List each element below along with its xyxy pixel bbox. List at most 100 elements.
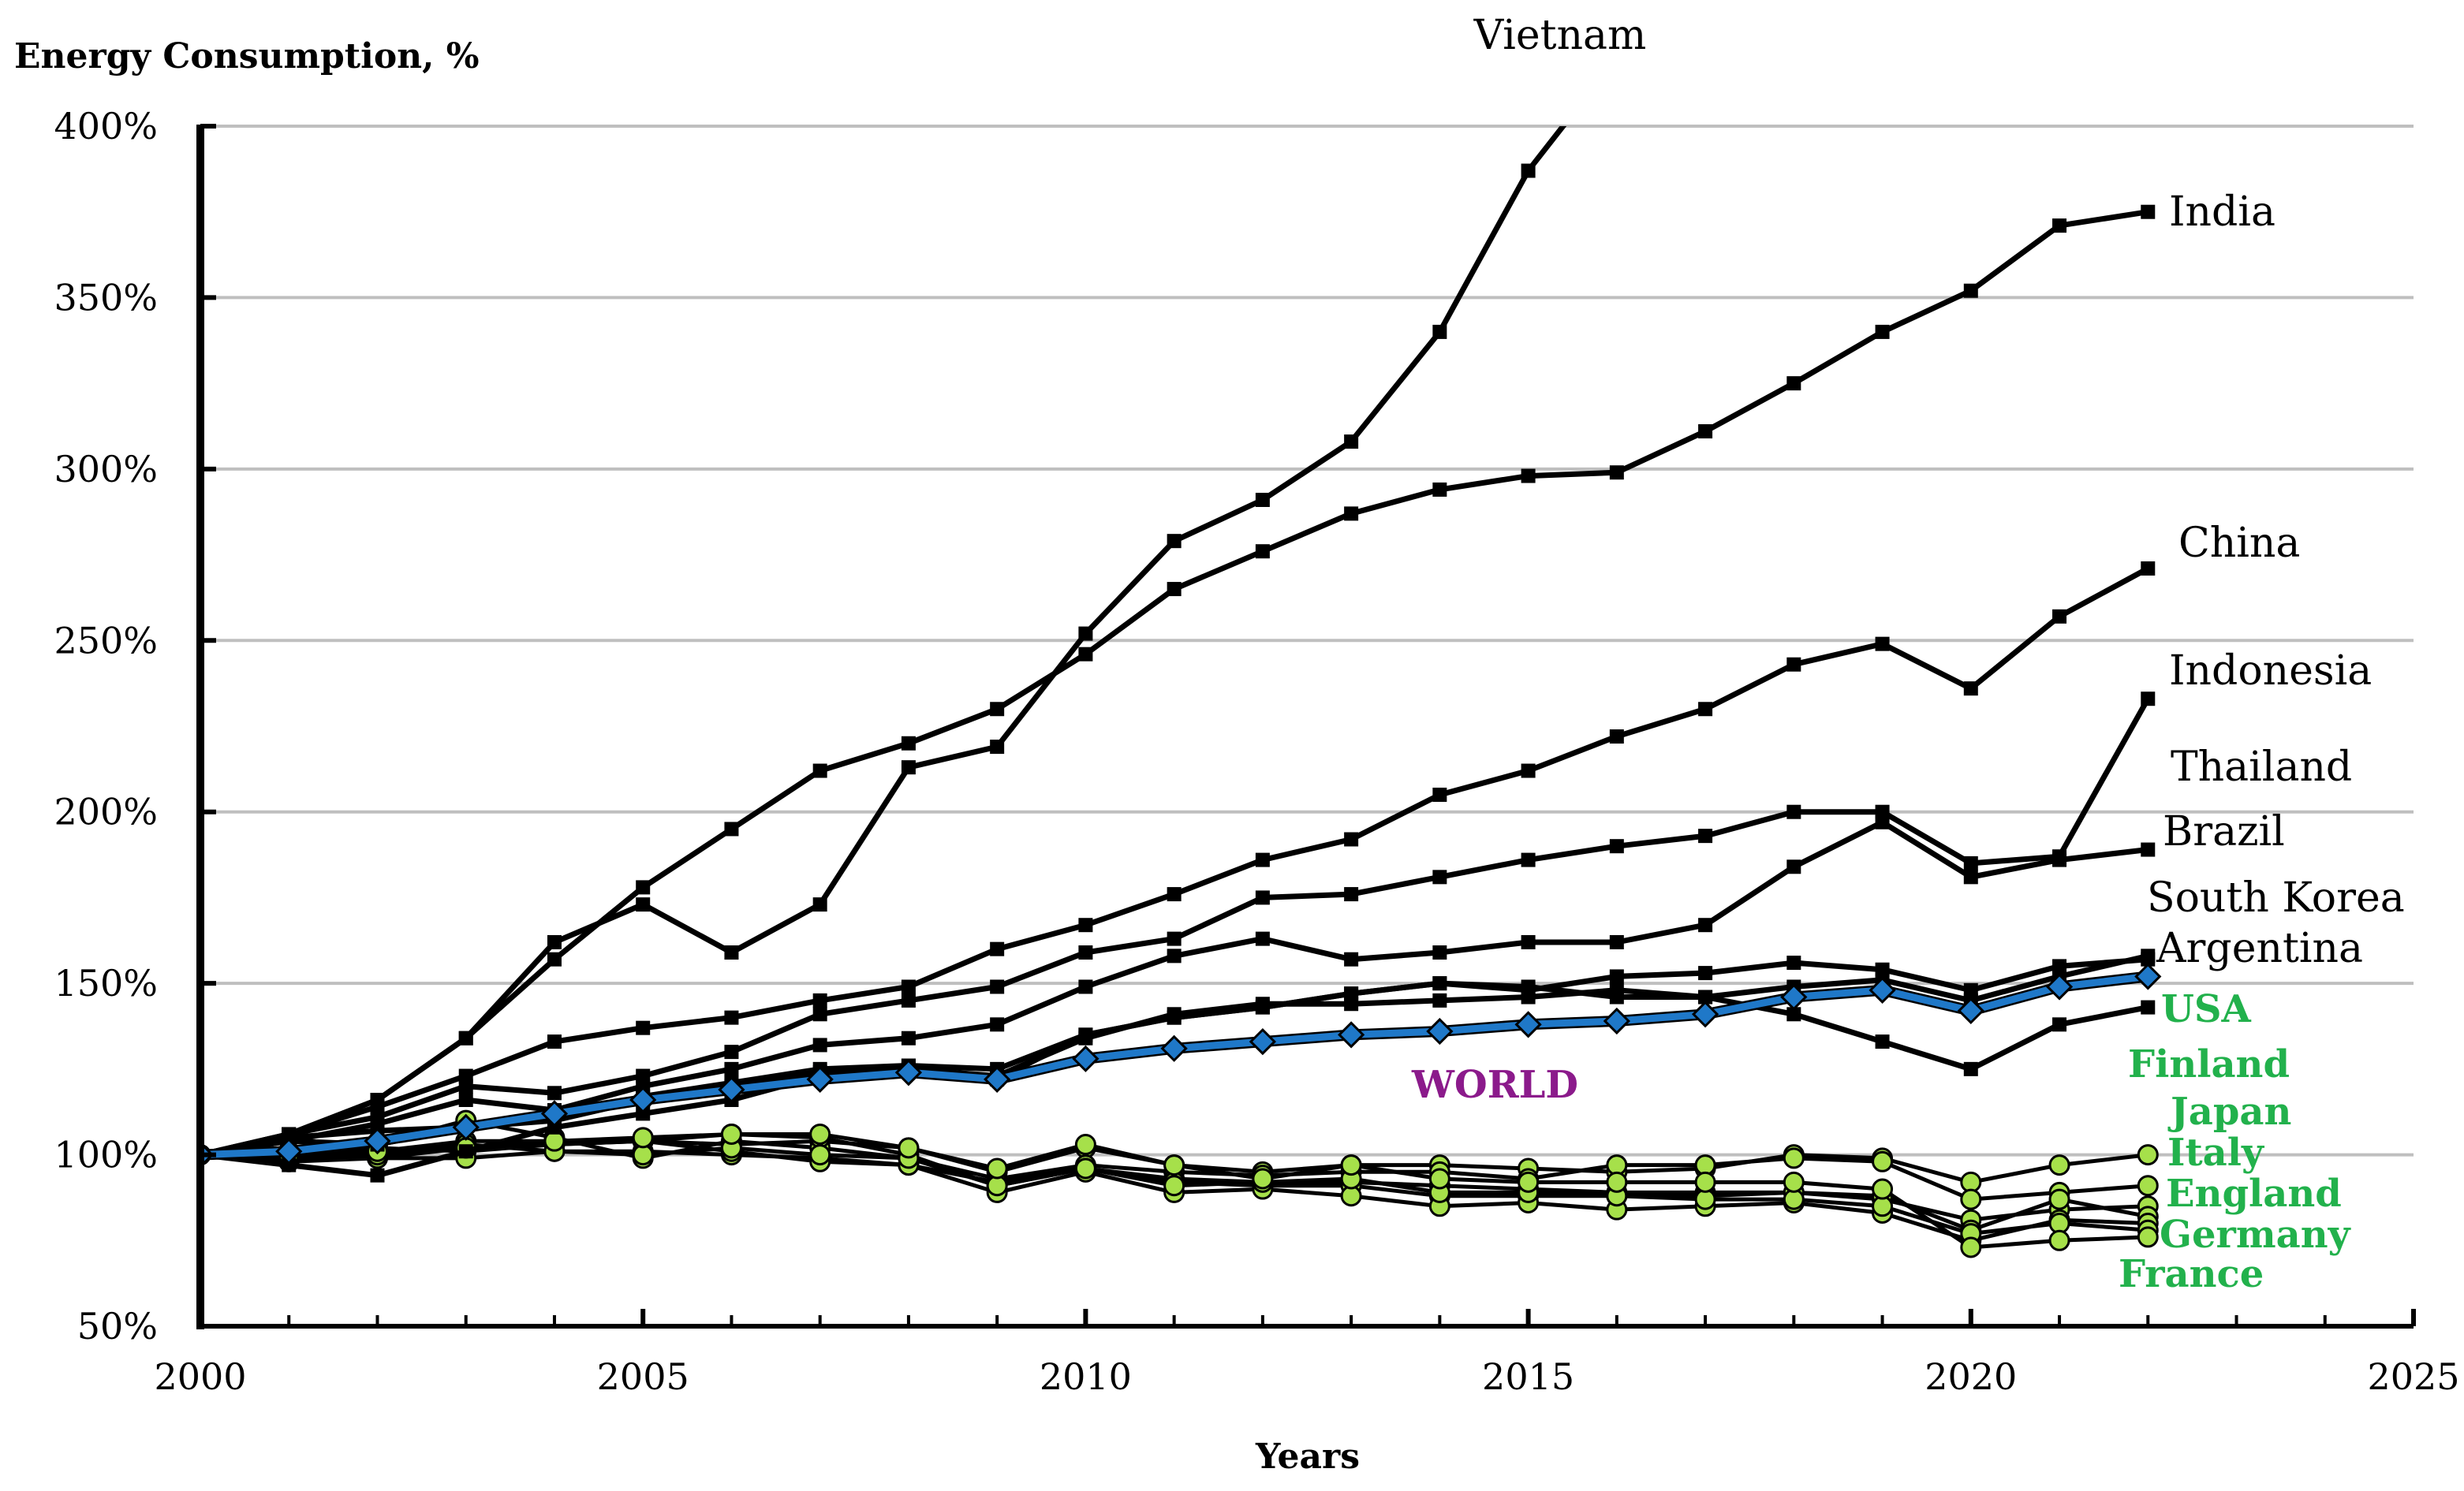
data-point bbox=[1606, 1171, 1628, 1193]
data-point bbox=[1521, 163, 1536, 178]
axes bbox=[196, 124, 2416, 1329]
series-indonesia bbox=[200, 691, 2156, 1162]
tick-labels: 50% 100% 150% 200% 250% 300% 350% 400% 2000 2005 2… bbox=[54, 105, 2459, 1398]
data-point bbox=[1426, 1017, 1454, 1046]
label-indonesia: Indonesia bbox=[2169, 647, 2372, 695]
x-tick-label: 2020 bbox=[1925, 1355, 2017, 1398]
data-point bbox=[1521, 934, 1536, 949]
y-tick-label: 250% bbox=[54, 619, 158, 662]
data-point bbox=[636, 1106, 651, 1121]
data-point bbox=[1255, 492, 1270, 507]
data-point bbox=[1872, 1150, 1894, 1172]
data-point bbox=[990, 1017, 1005, 1032]
data-point bbox=[1963, 870, 1978, 885]
data-point bbox=[547, 1034, 562, 1049]
data-point bbox=[458, 1092, 473, 1107]
data-point bbox=[636, 1020, 651, 1035]
y-tick-label: 50% bbox=[77, 1305, 158, 1347]
data-point bbox=[547, 1120, 562, 1135]
data-point bbox=[1163, 1175, 1185, 1197]
data-point bbox=[540, 1100, 569, 1128]
data-point bbox=[990, 979, 1005, 994]
data-point bbox=[458, 1079, 473, 1094]
data-point bbox=[1072, 1045, 1099, 1072]
data-point bbox=[1609, 982, 1624, 997]
data-point bbox=[1783, 1147, 1805, 1169]
label-finland: Finland bbox=[2128, 1042, 2290, 1087]
y-tick-label: 100% bbox=[54, 1134, 158, 1176]
data-point bbox=[547, 952, 562, 967]
series-china bbox=[200, 561, 2156, 1162]
data-point bbox=[2141, 561, 2156, 576]
data-point bbox=[2052, 1017, 2067, 1032]
data-point bbox=[1786, 956, 1801, 971]
data-point bbox=[1432, 945, 1447, 960]
data-point bbox=[1344, 952, 1359, 967]
data-point bbox=[1698, 990, 1713, 1005]
label-india: India bbox=[2169, 188, 2275, 236]
data-point bbox=[901, 760, 916, 775]
data-point bbox=[720, 1123, 742, 1145]
data-point bbox=[1078, 979, 1093, 994]
label-england: England bbox=[2166, 1172, 2342, 1216]
data-point bbox=[2141, 204, 2156, 219]
data-point bbox=[1255, 1000, 1270, 1015]
data-point bbox=[2052, 852, 2067, 867]
y-tick-label: 400% bbox=[54, 105, 158, 147]
series-world bbox=[200, 963, 2162, 1169]
data-point bbox=[1875, 636, 1890, 651]
data-point bbox=[2141, 1000, 2156, 1015]
data-point bbox=[812, 993, 827, 1008]
data-point bbox=[1609, 934, 1624, 949]
data-point bbox=[1167, 582, 1182, 597]
data-point bbox=[898, 1137, 920, 1159]
data-point bbox=[2141, 691, 2156, 706]
x-tick-label: 2000 bbox=[154, 1355, 246, 1398]
data-point bbox=[1428, 1168, 1450, 1190]
label-argentina: Argentina bbox=[2156, 925, 2363, 972]
data-point bbox=[636, 880, 651, 895]
data-point bbox=[1514, 1011, 1542, 1038]
data-point bbox=[1252, 1168, 1274, 1190]
x-tick-label: 2025 bbox=[2367, 1355, 2459, 1398]
data-point bbox=[1957, 997, 1984, 1025]
data-point bbox=[1698, 424, 1713, 439]
data-point bbox=[1167, 1010, 1182, 1025]
data-point bbox=[990, 941, 1005, 956]
data-point bbox=[986, 1157, 1008, 1180]
data-point bbox=[1786, 804, 1801, 819]
y-tick-label: 200% bbox=[54, 791, 158, 833]
data-point bbox=[1344, 832, 1359, 847]
data-point bbox=[2052, 959, 2067, 974]
data-point bbox=[1963, 283, 1978, 298]
x-tick-label: 2010 bbox=[1040, 1355, 1132, 1398]
data-point bbox=[632, 1127, 654, 1149]
data-point bbox=[724, 945, 739, 960]
data-point bbox=[901, 736, 916, 751]
x-tick-label: 2005 bbox=[597, 1355, 689, 1398]
data-point bbox=[2045, 973, 2074, 1001]
data-point bbox=[1780, 983, 1808, 1011]
data-point bbox=[1432, 870, 1447, 885]
label-thailand: Thailand bbox=[2171, 744, 2352, 791]
data-point bbox=[458, 1144, 473, 1159]
y-tick-label: 350% bbox=[54, 276, 158, 319]
data-point bbox=[1963, 1061, 1978, 1076]
data-point bbox=[1344, 887, 1359, 902]
data-point bbox=[1786, 859, 1801, 874]
label-japan: Japan bbox=[2167, 1090, 2291, 1134]
data-point bbox=[1872, 1178, 1894, 1200]
data-point bbox=[1255, 544, 1270, 559]
label-usa: USA bbox=[2161, 987, 2252, 1031]
data-point bbox=[1783, 1171, 1805, 1193]
data-point bbox=[812, 1038, 827, 1053]
data-point bbox=[1875, 1034, 1890, 1049]
data-point bbox=[1698, 702, 1713, 717]
data-point bbox=[1160, 1034, 1188, 1062]
data-point bbox=[370, 1168, 385, 1183]
data-point bbox=[1694, 1171, 1716, 1193]
country-labels: Vietnam India China Indonesia Thailand Brazil… bbox=[1411, 12, 2405, 1296]
data-point bbox=[1167, 949, 1182, 964]
series-india bbox=[200, 126, 1567, 1162]
data-point bbox=[990, 740, 1005, 755]
